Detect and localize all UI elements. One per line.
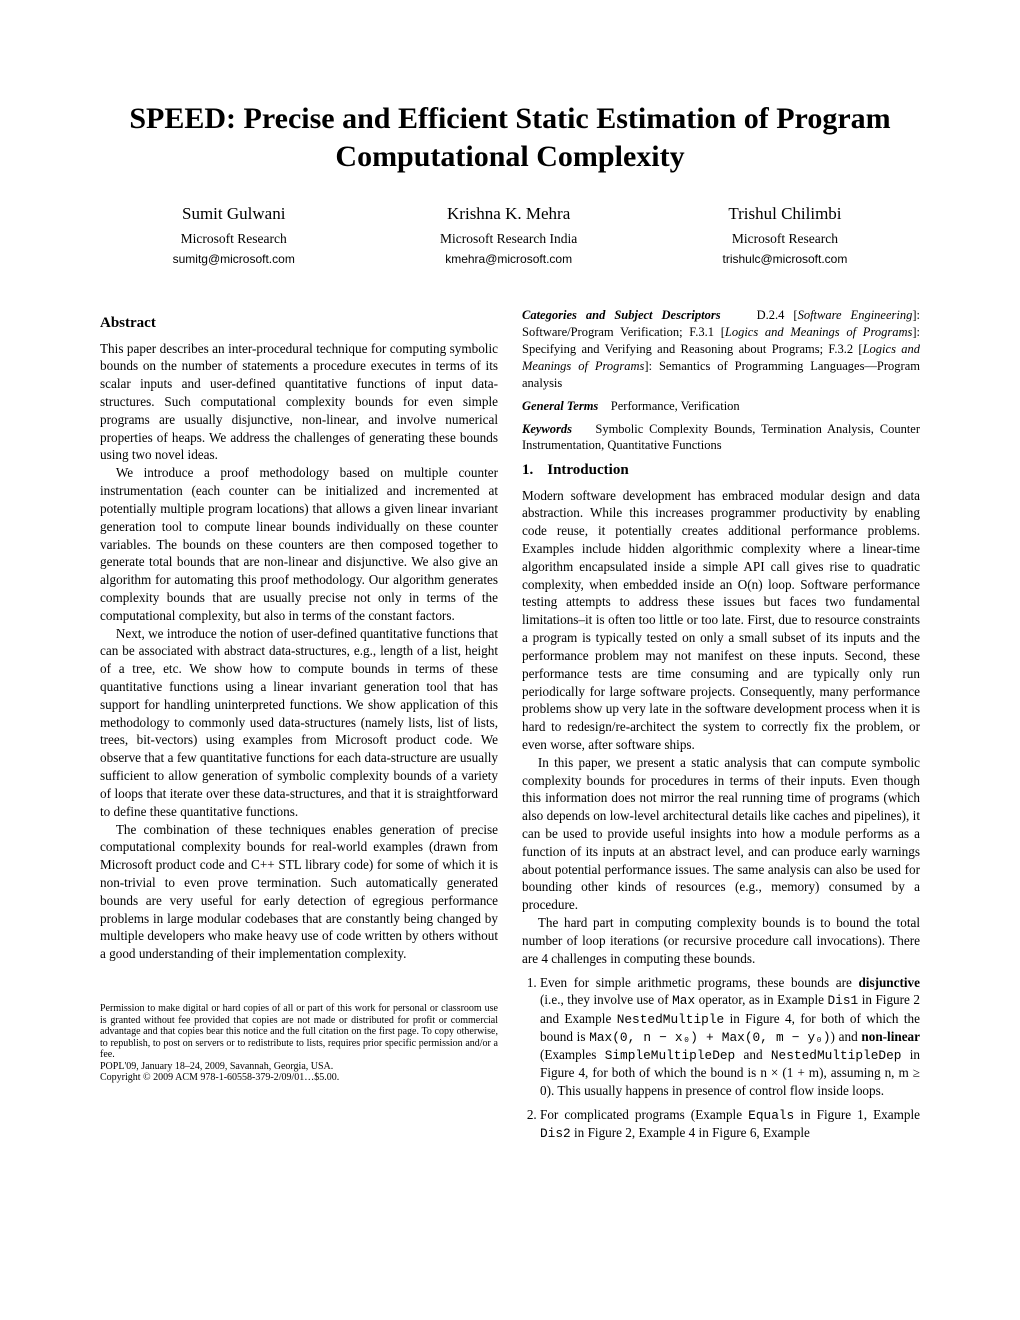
author-name: Sumit Gulwani — [173, 203, 295, 226]
t: ) and — [831, 1029, 862, 1044]
code: Max(0, n − x₀) + Max(0, m − y₀) — [589, 1030, 830, 1045]
cat-em: Logics and Meanings of Programs — [725, 325, 912, 339]
general-terms-label: General Terms — [522, 399, 598, 413]
cat-em: Software Engineering — [798, 308, 913, 322]
author-name: Krishna K. Mehra — [440, 203, 577, 226]
t: disjunctive — [858, 975, 920, 990]
permission-text: Permission to make digital or hard copie… — [100, 1003, 498, 1061]
intro-p2: In this paper, we present a static analy… — [522, 754, 920, 914]
keywords-block: Keywords Symbolic Complexity Bounds, Ter… — [522, 421, 920, 455]
copyright-text: Copyright © 2009 ACM 978-1-60558-379-2/0… — [100, 1072, 498, 1084]
abstract-p4: The combination of these techniques enab… — [100, 821, 498, 964]
abstract-heading: Abstract — [100, 313, 498, 333]
author-1: Sumit Gulwani Microsoft Research sumitg@… — [173, 203, 295, 267]
permission-block: Permission to make digital or hard copie… — [100, 1003, 498, 1084]
author-email: trishulc@microsoft.com — [722, 251, 847, 267]
code: Dis1 — [827, 993, 858, 1008]
keywords-text: Symbolic Complexity Bounds, Termination … — [522, 422, 920, 453]
intro-p3: The hard part in computing complexity bo… — [522, 914, 920, 967]
t: in Figure 1, Example — [794, 1107, 920, 1122]
challenge-item-2: For complicated programs (Example Equals… — [540, 1106, 920, 1143]
general-terms-text: Performance, Verification — [611, 399, 740, 413]
t: and — [735, 1047, 771, 1062]
author-affil: Microsoft Research India — [440, 230, 577, 248]
code: NestedMultiple — [617, 1012, 725, 1027]
author-name: Trishul Chilimbi — [722, 203, 847, 226]
intro-heading: 1. Introduction — [522, 460, 920, 480]
general-terms-block: General Terms Performance, Verification — [522, 398, 920, 415]
t: operator, as in Example — [695, 992, 827, 1007]
author-affil: Microsoft Research — [173, 230, 295, 248]
challenge-list: Even for simple arithmetic programs, the… — [522, 974, 920, 1143]
abstract-p2: We introduce a proof methodology based o… — [100, 464, 498, 624]
author-affil: Microsoft Research — [722, 230, 847, 248]
paper-title: SPEED: Precise and Efficient Static Esti… — [100, 100, 920, 175]
cat-text: D.2.4 [ — [757, 308, 798, 322]
t: in Figure 2, Example 4 in Figure 6, Exam… — [571, 1125, 810, 1140]
code: NestedMultipleDep — [771, 1048, 902, 1063]
intro-p1: Modern software development has embraced… — [522, 487, 920, 754]
t: For complicated programs (Example — [540, 1107, 748, 1122]
challenge-item-1: Even for simple arithmetic programs, the… — [540, 974, 920, 1101]
t: Even for simple arithmetic programs, the… — [540, 975, 858, 990]
abstract-p3: Next, we introduce the notion of user-de… — [100, 625, 498, 821]
author-3: Trishul Chilimbi Microsoft Research tris… — [722, 203, 847, 267]
authors-block: Sumit Gulwani Microsoft Research sumitg@… — [100, 203, 920, 267]
categories-block: Categories and Subject Descriptors D.2.4… — [522, 307, 920, 391]
section-title: Introduction — [547, 462, 628, 478]
keywords-label: Keywords — [522, 422, 572, 436]
venue-text: POPL'09, January 18–24, 2009, Savannah, … — [100, 1061, 498, 1073]
abstract-p1: This paper describes an inter-procedural… — [100, 340, 498, 465]
code: Dis2 — [540, 1126, 571, 1141]
t: non-linear — [861, 1029, 920, 1044]
section-number: 1. — [522, 462, 533, 478]
author-email: kmehra@microsoft.com — [440, 251, 577, 267]
author-email: sumitg@microsoft.com — [173, 251, 295, 267]
t: (i.e., they involve use of — [540, 992, 672, 1007]
code: Max — [672, 993, 695, 1008]
code: Equals — [748, 1108, 794, 1123]
categories-label: Categories and Subject Descriptors — [522, 308, 721, 322]
author-2: Krishna K. Mehra Microsoft Research Indi… — [440, 203, 577, 267]
body-columns: Abstract This paper describes an inter-p… — [100, 307, 920, 1142]
t: (Examples — [540, 1047, 605, 1062]
code: SimpleMultipleDep — [605, 1048, 736, 1063]
